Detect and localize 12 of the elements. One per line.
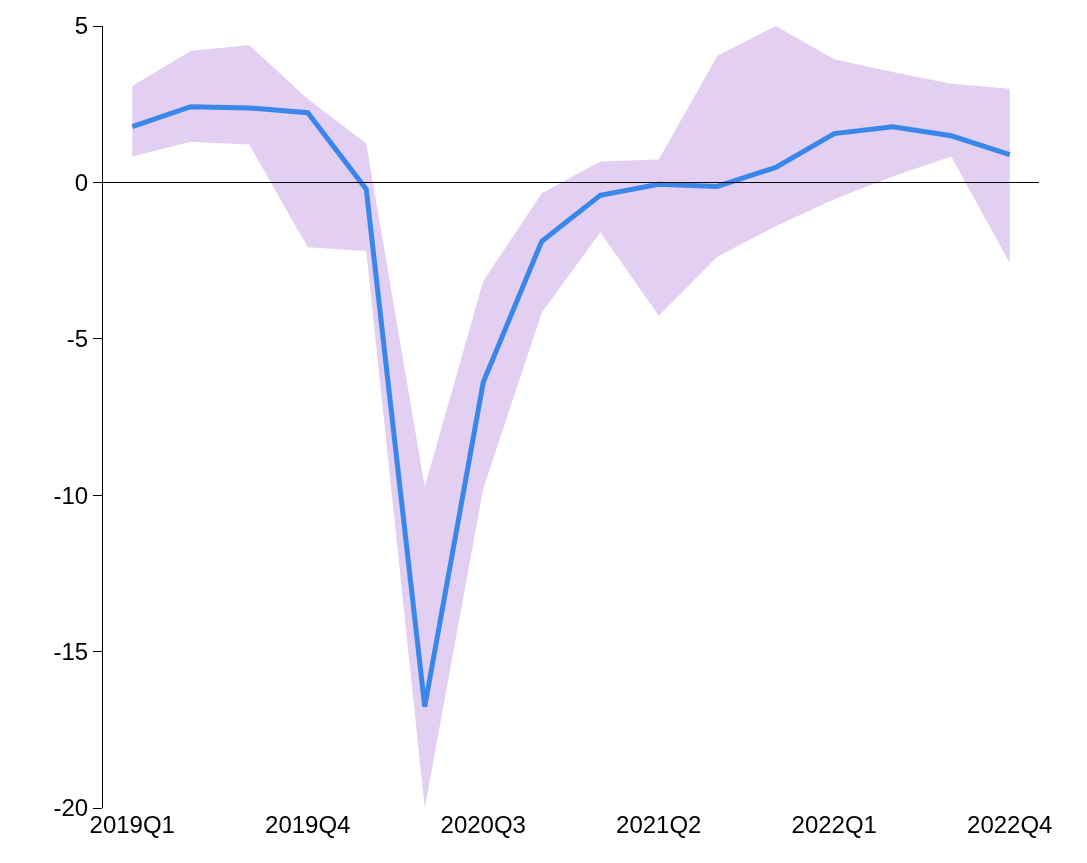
- x-tick-label: 2021Q2: [616, 811, 702, 838]
- x-tick-label: 2020Q3: [440, 811, 526, 838]
- x-tick-label: 2022Q4: [967, 811, 1053, 838]
- x-tick-label: 2022Q1: [791, 811, 877, 838]
- y-tick-label: -20: [53, 794, 89, 822]
- y-tick-label: 0: [74, 168, 89, 196]
- y-tick-label: -10: [53, 481, 89, 509]
- y-tick-label: -5: [66, 325, 89, 353]
- x-tick-label: 2019Q4: [265, 811, 351, 838]
- y-tick-label: -15: [53, 638, 89, 665]
- x-tick-label: 2019Q1: [89, 811, 175, 838]
- y-tick-label: 5: [74, 12, 89, 40]
